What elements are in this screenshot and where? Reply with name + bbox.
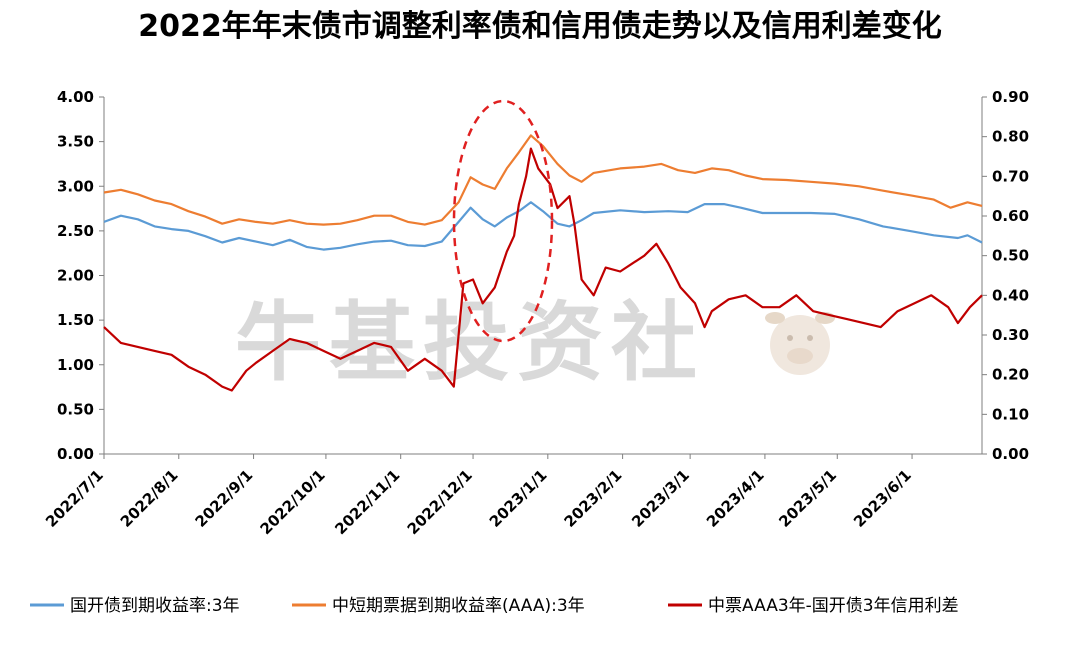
y-right-tick-label: 0.60 (992, 207, 1029, 225)
y-right-tick-label: 0.40 (992, 286, 1029, 304)
x-tick-label: 2023/5/1 (775, 466, 840, 531)
y-left-tick-label: 3.50 (57, 133, 94, 151)
series-layer (103, 134, 983, 392)
y-left-tick-label: 1.50 (57, 311, 94, 329)
y-right-tick-label: 0.50 (992, 247, 1029, 265)
legend-label-3: 中票AAA3年-国开债3年信用利差 (708, 596, 959, 616)
y-left-tick-label: 4.00 (57, 88, 94, 106)
x-tick-label: 2023/2/1 (561, 466, 626, 531)
series-line-3 (103, 147, 983, 392)
x-tick-label: 2022/9/1 (192, 466, 257, 531)
series-line-1 (103, 201, 983, 251)
x-tick-label: 2023/4/1 (703, 466, 768, 531)
y-right-tick-label: 0.30 (992, 326, 1029, 344)
y-right-tick-label: 0.00 (992, 445, 1029, 463)
legend: 国开债到期收益率:3年 中短期票据到期收益率(AAA):3年 中票AAA3年-国开债… (30, 596, 959, 616)
x-tick-label: 2022/11/1 (331, 466, 403, 538)
y-right-tick-label: 0.70 (992, 167, 1029, 185)
legend-label-2: 中短期票据到期收益率(AAA):3年 (332, 596, 585, 616)
x-tick-label: 2023/6/1 (850, 466, 915, 531)
y-left-tick-label: 2.00 (57, 267, 94, 285)
y-right-tick-label: 0.10 (992, 405, 1029, 423)
series-line-2 (103, 134, 983, 226)
x-tick-label: 2022/10/1 (257, 466, 329, 538)
x-tick-label: 2023/1/1 (486, 466, 551, 531)
y-right-tick-label: 0.20 (992, 366, 1029, 384)
watermark-text: 牛基投资社 (235, 293, 705, 393)
chart-title: 2022年年末债市调整利率债和信用债走势以及信用利差变化 (138, 9, 942, 44)
y-left-tick-label: 3.00 (57, 177, 94, 195)
y-left-tick-label: 2.50 (57, 222, 94, 240)
y-left-tick-label: 0.00 (57, 445, 94, 463)
x-tick-label: 2023/3/1 (628, 466, 693, 531)
x-tick-label: 2022/8/1 (117, 466, 182, 531)
x-tick-label: 2022/7/1 (42, 466, 107, 531)
x-tick-label: 2022/12/1 (404, 466, 476, 538)
y-left-tick-label: 1.00 (57, 356, 94, 374)
y-right-tick-label: 0.80 (992, 128, 1029, 146)
y-left-tick-label: 0.50 (57, 400, 94, 418)
mascot-icon (765, 312, 835, 375)
highlight-ellipse (452, 99, 554, 343)
y-right-tick-label: 0.90 (992, 88, 1029, 106)
legend-label-1: 国开债到期收益率:3年 (70, 596, 240, 616)
